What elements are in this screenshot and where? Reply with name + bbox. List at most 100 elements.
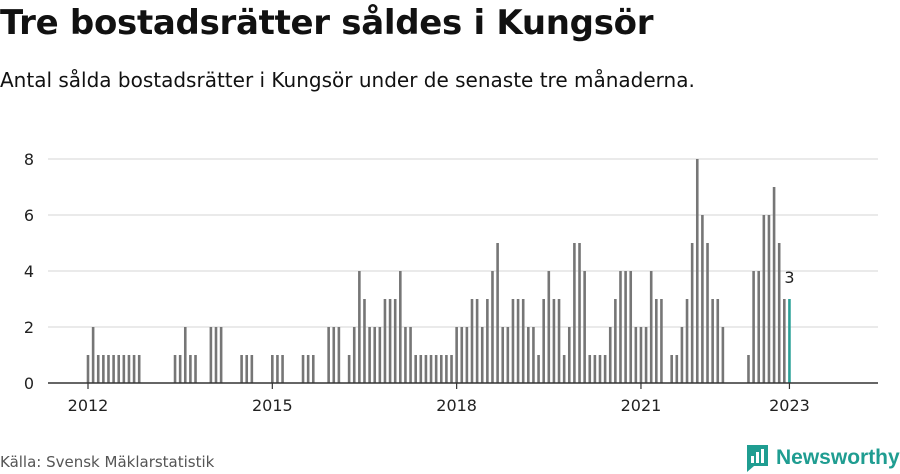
bar — [501, 327, 505, 383]
bar — [96, 355, 100, 383]
bar — [680, 327, 684, 383]
bar — [383, 299, 387, 383]
bar — [107, 355, 110, 383]
bar — [706, 243, 709, 383]
bar — [757, 271, 761, 383]
bar — [352, 327, 356, 383]
bar — [614, 299, 617, 383]
bar-chart: 0 2 4 6 8 2012 2015 2018 2021 2023 3 — [24, 150, 878, 415]
newsworthy-logo-icon — [747, 445, 768, 472]
bar — [240, 355, 243, 383]
bar — [521, 299, 525, 383]
bar — [491, 271, 494, 383]
bar — [516, 299, 520, 383]
bar — [122, 355, 126, 383]
bar — [378, 327, 382, 383]
bar — [219, 327, 223, 383]
y-axis-tick-labels: 0 2 4 6 8 — [24, 150, 34, 393]
bar — [639, 327, 643, 383]
y-tick-label: 0 — [24, 374, 34, 393]
bar — [660, 299, 663, 383]
bar — [332, 327, 336, 383]
bars — [86, 159, 791, 383]
bar — [91, 327, 95, 383]
bar — [475, 299, 479, 383]
bar — [598, 355, 602, 383]
bar — [675, 355, 679, 383]
bar-highlight — [788, 299, 791, 383]
bar — [439, 355, 443, 383]
bar — [496, 243, 499, 383]
bar — [562, 355, 566, 383]
bar — [178, 355, 182, 383]
highlight-value-label: 3 — [784, 268, 794, 287]
bar — [414, 355, 417, 383]
y-tick-label: 2 — [24, 318, 34, 337]
bar — [450, 355, 453, 383]
bar — [747, 355, 750, 383]
bar — [337, 327, 341, 383]
bar — [542, 299, 545, 383]
bar — [245, 355, 249, 383]
chart-title: Tre bostadsrätter såldes i Kungsör — [0, 3, 654, 43]
bar — [532, 327, 535, 383]
bar — [603, 355, 607, 383]
bar — [690, 243, 694, 383]
bar — [552, 299, 556, 383]
bar — [593, 355, 597, 383]
bar — [634, 327, 638, 383]
bar — [137, 355, 141, 383]
bar — [209, 327, 213, 383]
x-axis-ticks: 2012 2015 2018 2021 2023 — [68, 383, 810, 415]
bar — [173, 355, 177, 383]
bar — [183, 327, 187, 383]
bar — [117, 355, 121, 383]
bar — [455, 327, 458, 383]
bar — [578, 243, 581, 383]
bar — [752, 271, 755, 383]
bar — [306, 355, 310, 383]
bar — [527, 327, 530, 383]
bar — [649, 271, 653, 383]
bar — [419, 355, 423, 383]
bar — [127, 355, 131, 383]
bar — [655, 299, 658, 383]
bar — [716, 299, 720, 383]
bar — [214, 327, 218, 383]
bar — [358, 271, 361, 383]
bar — [470, 299, 474, 383]
bar — [465, 327, 469, 383]
bar — [583, 271, 586, 383]
bar — [644, 327, 648, 383]
bar — [783, 299, 786, 383]
bar — [695, 159, 699, 383]
x-tick-label: 2012 — [68, 396, 109, 415]
bar — [388, 299, 392, 383]
bar — [547, 271, 551, 383]
bar — [624, 271, 627, 383]
bar — [460, 327, 464, 383]
bar — [557, 299, 561, 383]
bar — [276, 355, 279, 383]
bar — [368, 327, 371, 383]
source-note: Källa: Svensk Mäklarstatistik — [0, 453, 215, 471]
bar — [301, 355, 305, 383]
bar — [363, 299, 366, 383]
bar — [102, 355, 105, 383]
bar — [429, 355, 433, 383]
bar — [685, 299, 689, 383]
bar — [721, 327, 725, 383]
bar — [194, 355, 197, 383]
bar — [434, 355, 438, 383]
bar — [404, 327, 407, 383]
y-tick-label: 4 — [24, 262, 34, 281]
bar — [588, 355, 592, 383]
bar — [399, 271, 402, 383]
bar — [629, 271, 633, 383]
bar — [250, 355, 254, 383]
bar — [86, 355, 90, 383]
bar — [281, 355, 284, 383]
bar — [670, 355, 673, 383]
x-tick-label: 2023 — [769, 396, 810, 415]
x-tick-label: 2015 — [252, 396, 293, 415]
